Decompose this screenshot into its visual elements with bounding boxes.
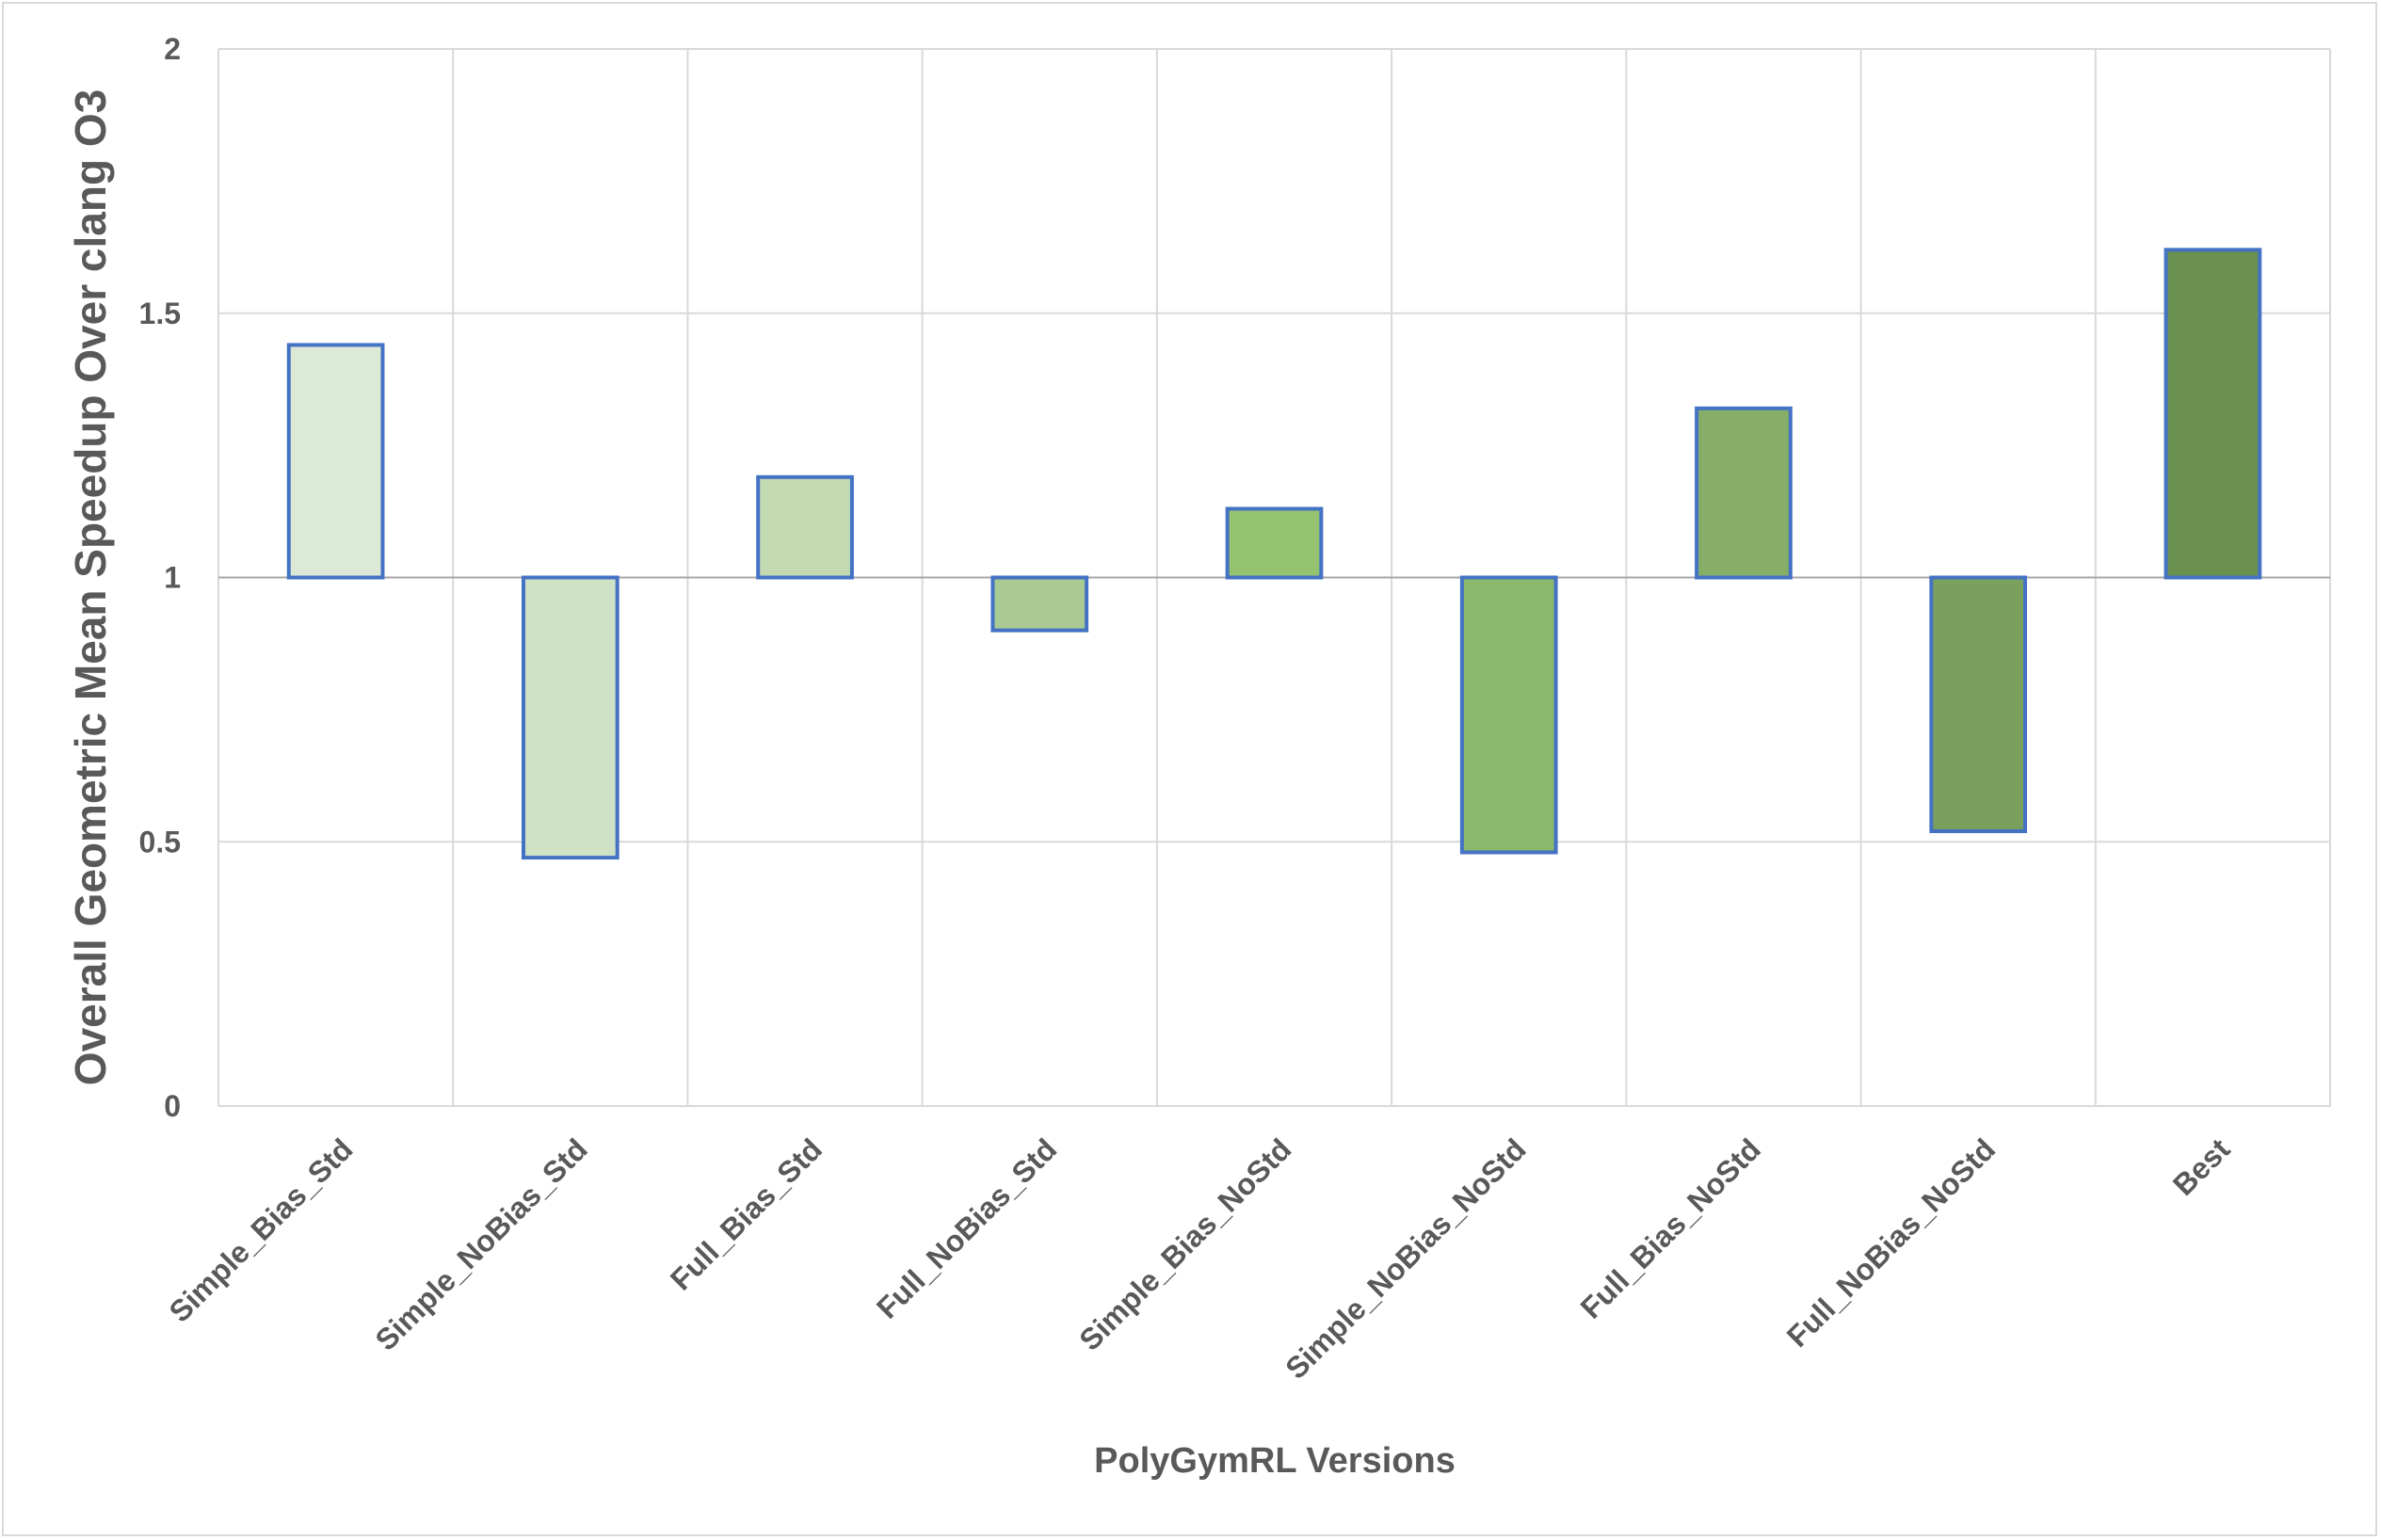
x-tick-label: Simple_NoBias_Std — [369, 1131, 594, 1356]
x-axis-title: PolyGymRL Versions — [1094, 1441, 1456, 1481]
bar-full-bias-std — [756, 474, 854, 580]
bar-simple-bias-nostd — [1225, 506, 1324, 580]
x-tick-label: Full_NoBias_Std — [870, 1131, 1063, 1324]
bar-full-bias-nostd — [1695, 406, 1793, 580]
x-tick-label: Best — [2166, 1131, 2237, 1202]
y-tick-label: 1.5 — [139, 297, 181, 330]
x-tick-label: Full_Bias_NoStd — [1574, 1131, 1767, 1324]
x-tick-label: Simple_Bias_NoStd — [1072, 1131, 1297, 1356]
y-tick-label: 1 — [164, 561, 181, 595]
bar-simple-bias-std — [286, 343, 385, 580]
x-tick-label: Full_NoBias_NoStd — [1780, 1131, 2002, 1353]
y-axis-title: Overall Geometric Mean Speedup Over clan… — [66, 89, 115, 1085]
y-tick-labels: 0 0.5 1 1.5 2 — [139, 32, 181, 1123]
bar-simple-nobias-std — [521, 575, 619, 860]
bar-layer — [286, 248, 2262, 860]
x-tick-label: Full_Bias_Std — [664, 1131, 829, 1296]
bar-full-nobias-nostd — [1929, 575, 2028, 834]
y-tick-label: 0.5 — [139, 825, 181, 858]
x-tick-labels: Simple_Bias_Std Simple_NoBias_Std Full_Bia… — [163, 1131, 2237, 1386]
bar-best — [2164, 248, 2262, 580]
x-tick-label: Simple_NoBias_NoStd — [1279, 1131, 1532, 1385]
y-tick-label: 0 — [164, 1089, 181, 1123]
y-tick-label: 2 — [164, 32, 181, 66]
x-tick-label: Simple_Bias_Std — [163, 1131, 360, 1328]
bar-simple-nobias-nostd — [1459, 575, 1558, 855]
bar-full-nobias-std — [990, 575, 1089, 633]
